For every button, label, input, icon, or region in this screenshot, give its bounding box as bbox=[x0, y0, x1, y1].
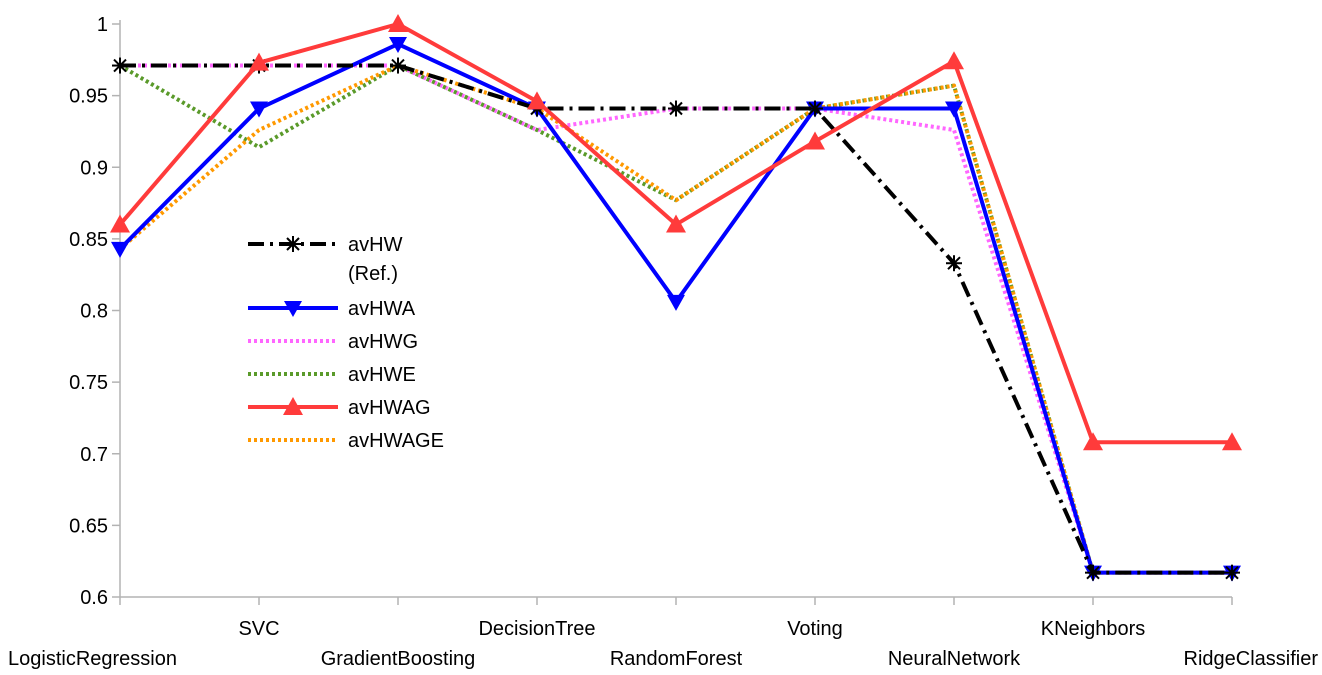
axes: 0.6 0.65 0.7 0.75 0.8 0.85 0.9 0.95 1 LogisticReg… bbox=[8, 14, 1318, 670]
legend-item-avhwage: avHWAGE bbox=[248, 430, 444, 452]
point-avhwa bbox=[111, 241, 129, 258]
y-tick-label: 0.65 bbox=[69, 515, 108, 537]
point-avhwag bbox=[249, 52, 269, 71]
legend-marker-avhw bbox=[285, 236, 301, 252]
series-layer bbox=[110, 14, 1242, 582]
x-tick-label: DecisionTree bbox=[478, 618, 595, 640]
legend-item-avhwa: avHWA bbox=[248, 298, 416, 320]
point-avhwag bbox=[1083, 432, 1103, 451]
legend-marker-avhwa bbox=[284, 301, 302, 317]
legend-item-avhwe: avHWE bbox=[248, 364, 416, 386]
legend: avHW (Ref.) avHWA avHWG avHWE avHWAG avHWAGE bbox=[248, 234, 444, 452]
legend-item-avhwg: avHWG bbox=[248, 331, 418, 353]
point-avhwag bbox=[1222, 432, 1242, 451]
series-avhwe bbox=[118, 63, 1232, 575]
y-tick-label: 0.75 bbox=[69, 372, 108, 394]
series-avhwage bbox=[118, 63, 1232, 575]
series-line-avhwg bbox=[120, 63, 1232, 575]
legend-marker-avhwag bbox=[283, 397, 303, 415]
point-avhw bbox=[112, 57, 128, 74]
legend-label: avHWG bbox=[348, 331, 418, 353]
point-avhwa bbox=[389, 37, 407, 54]
y-tick-label: 0.7 bbox=[80, 444, 108, 466]
legend-label: avHWAGE bbox=[348, 430, 444, 452]
point-avhw bbox=[1085, 564, 1101, 581]
legend-label: avHWA bbox=[348, 298, 416, 320]
point-avhwag bbox=[944, 51, 964, 70]
legend-item-avhwag: avHWAG bbox=[248, 397, 431, 419]
x-tick-label: RidgeClassifier bbox=[1184, 648, 1319, 670]
point-avhwa bbox=[945, 101, 963, 118]
x-tick-label: LogisticRegression bbox=[8, 648, 177, 670]
point-avhwa bbox=[667, 294, 685, 311]
x-tick-label: Voting bbox=[787, 618, 843, 640]
point-avhwag bbox=[388, 14, 408, 32]
point-avhwag bbox=[666, 214, 686, 233]
point-avhw bbox=[807, 100, 823, 117]
point-avhw bbox=[668, 100, 684, 117]
point-avhw bbox=[390, 57, 406, 74]
legend-label: avHWAG bbox=[348, 397, 431, 419]
series-avhwg bbox=[120, 63, 1232, 575]
y-tick-label: 0.95 bbox=[69, 86, 108, 108]
series-line-avhw bbox=[120, 63, 1232, 575]
series-line-avhwage bbox=[118, 63, 1232, 575]
legend-item-avhw: avHW (Ref.) bbox=[248, 234, 403, 285]
point-avhw bbox=[1224, 564, 1240, 581]
series-line-avhwe bbox=[118, 63, 1232, 575]
x-tick-label: GradientBoosting bbox=[321, 648, 476, 670]
point-avhwag bbox=[805, 131, 825, 150]
y-tick-label: 0.6 bbox=[80, 587, 108, 609]
series-avhwag bbox=[110, 14, 1242, 451]
legend-label: avHW bbox=[348, 234, 403, 256]
legend-label: (Ref.) bbox=[348, 263, 398, 285]
point-avhwa bbox=[250, 101, 268, 118]
y-tick-label: 0.85 bbox=[69, 229, 108, 251]
point-avhw bbox=[946, 255, 962, 272]
legend-label: avHWE bbox=[348, 364, 416, 386]
x-tick-label: RandomForest bbox=[610, 648, 743, 670]
x-tick-label: NeuralNetwork bbox=[888, 648, 1021, 670]
y-tick-label: 0.9 bbox=[80, 157, 108, 179]
series-line-avhwag bbox=[118, 22, 1232, 445]
point-avhwag bbox=[110, 214, 130, 233]
y-tick-label: 0.8 bbox=[80, 301, 108, 323]
point-avhwag bbox=[527, 91, 547, 110]
y-tick-label: 1 bbox=[97, 14, 108, 36]
x-tick-label: KNeighbors bbox=[1041, 618, 1146, 640]
x-tick-label: SVC bbox=[238, 618, 279, 640]
